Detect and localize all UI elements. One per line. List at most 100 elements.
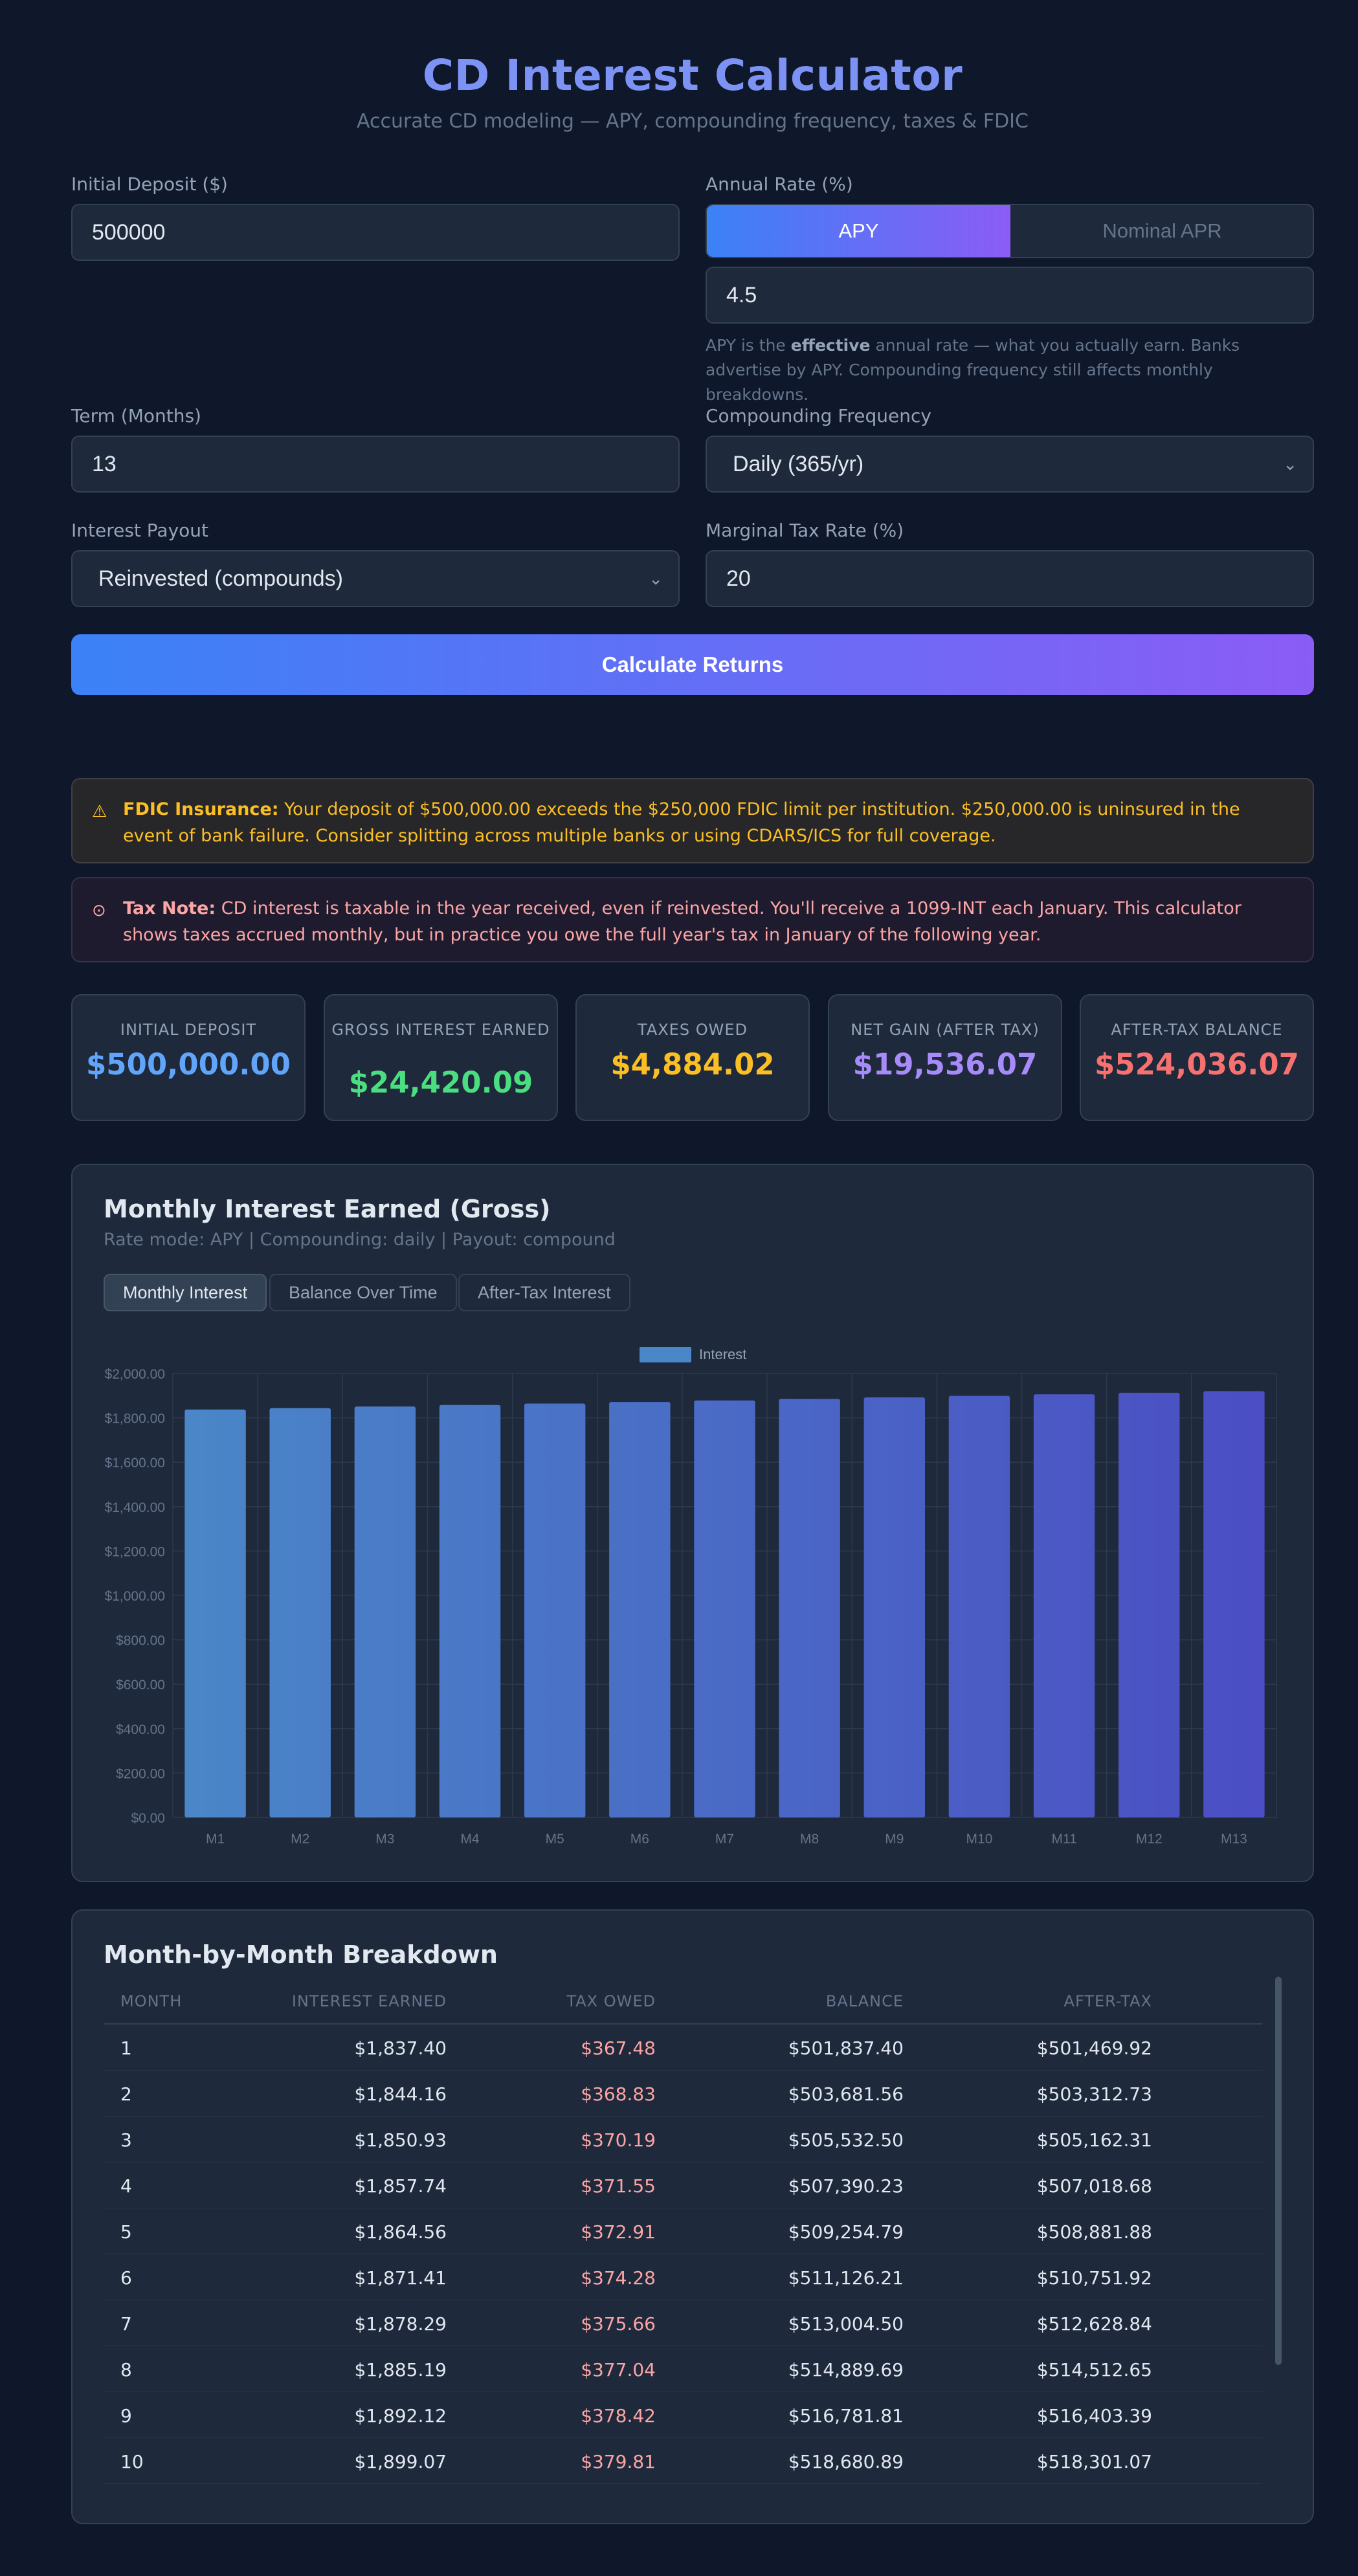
payout-select[interactable]: Reinvested (compounds) ⌄: [71, 550, 680, 607]
table-scrollbar[interactable]: [1275, 1977, 1282, 2365]
y-tick-label: $1,000.00: [105, 1589, 165, 1604]
cell-after-tax: $503,312.73: [1036, 2083, 1152, 2105]
term-input[interactable]: 13: [71, 436, 680, 493]
cell-interest: $1,878.29: [354, 2313, 447, 2335]
x-tick-label: M10: [966, 1832, 993, 1847]
stat-label: GROSS INTEREST EARNED: [331, 1021, 550, 1039]
x-tick-label: M9: [885, 1832, 904, 1847]
compounding-select[interactable]: Daily (365/yr) ⌄: [706, 436, 1314, 493]
calculate-button[interactable]: Calculate Returns: [71, 634, 1314, 695]
cell-month: 2: [120, 2083, 132, 2105]
breakdown-card: Month-by-Month Breakdown MONTH INTEREST …: [71, 1909, 1314, 2524]
bar: [524, 1403, 586, 1817]
y-tick-label: $1,200.00: [105, 1544, 165, 1559]
info-circle-icon: ⊙: [92, 901, 106, 920]
x-tick-label: M6: [630, 1832, 649, 1847]
initial-deposit-label: Initial Deposit ($): [71, 173, 228, 195]
x-tick-label: M12: [1136, 1832, 1163, 1847]
tax-rate-input[interactable]: 20: [706, 550, 1314, 607]
cell-interest: $1,892.12: [354, 2405, 447, 2426]
cell-after-tax: $505,162.31: [1036, 2129, 1152, 2151]
cell-interest: $1,844.16: [354, 2083, 447, 2105]
y-tick-label: $400.00: [116, 1722, 165, 1737]
stat-card-gross-interest: GROSS INTEREST EARNED $24,420.09: [324, 994, 558, 1121]
th-month: MONTH: [120, 1992, 183, 2010]
stat-value: $500,000.00: [86, 1047, 291, 1082]
x-tick-label: M3: [375, 1832, 394, 1847]
stat-label: NET GAIN (AFTER TAX): [851, 1021, 1040, 1039]
table-row: 9 $1,892.12 $378.42 $516,781.81 $516,403.39: [104, 2392, 1262, 2438]
rate-mode-apr-button[interactable]: Nominal APR: [1102, 219, 1222, 242]
cell-after-tax: $514,512.65: [1036, 2359, 1152, 2381]
legend-label: Interest: [699, 1346, 746, 1362]
bar: [779, 1399, 840, 1817]
bar: [1033, 1394, 1095, 1817]
y-tick-label: $800.00: [116, 1634, 165, 1649]
rate-mode-apy-button[interactable]: APY: [707, 205, 1010, 257]
cell-interest: $1,885.19: [354, 2359, 447, 2381]
fdic-alert: ⚠ FDIC Insurance: Your deposit of $500,0…: [71, 778, 1314, 863]
cell-tax: $368.83: [581, 2083, 656, 2105]
cell-after-tax: $510,751.92: [1036, 2267, 1152, 2289]
cell-balance: $513,004.50: [788, 2313, 904, 2335]
tab-balance-over-time[interactable]: Balance Over Time: [269, 1274, 457, 1311]
x-tick-label: M8: [800, 1832, 819, 1847]
stat-card-initial-deposit: INITIAL DEPOSIT $500,000.00: [71, 994, 306, 1121]
cell-month: 1: [120, 2037, 132, 2059]
chart-card: Monthly Interest Earned (Gross) Rate mod…: [71, 1164, 1314, 1882]
y-tick-label: $600.00: [116, 1678, 165, 1693]
x-tick-label: M7: [715, 1832, 734, 1847]
bar: [354, 1406, 416, 1817]
cell-month: 10: [120, 2451, 144, 2472]
fdic-alert-title: FDIC Insurance:: [123, 799, 279, 819]
cell-tax: $371.55: [581, 2175, 656, 2197]
cell-interest: $1,850.93: [354, 2129, 447, 2151]
monthly-interest-chart: $0.00 $200.00 $400.00 $600.00 $800.00 $1,000.…: [105, 1346, 1277, 1847]
x-tick-label: M2: [291, 1832, 309, 1847]
y-tick-label: $1,400.00: [105, 1500, 165, 1515]
y-tick-label: $200.00: [116, 1766, 165, 1781]
bar: [184, 1409, 246, 1817]
cell-tax: $375.66: [581, 2313, 656, 2335]
cell-month: 8: [120, 2359, 132, 2381]
th-interest: INTEREST EARNED: [291, 1992, 447, 2010]
cell-after-tax: $507,018.68: [1036, 2175, 1152, 2197]
cell-balance: $516,781.81: [788, 2405, 904, 2426]
x-tick-label: M1: [206, 1832, 225, 1847]
chart-title: Monthly Interest Earned (Gross): [104, 1195, 551, 1223]
legend-swatch: [640, 1347, 691, 1362]
x-tick-label: M5: [546, 1832, 564, 1847]
cell-after-tax: $508,881.88: [1036, 2221, 1152, 2243]
annual-rate-input[interactable]: 4.5: [706, 267, 1314, 324]
x-tick-label: M11: [1051, 1832, 1076, 1847]
stat-value: $4,884.02: [610, 1047, 775, 1082]
bar: [694, 1400, 755, 1817]
bar: [1203, 1391, 1265, 1817]
y-tick-label: $1,600.00: [105, 1456, 165, 1471]
cell-tax: $372.91: [581, 2221, 656, 2243]
payout-label: Interest Payout: [71, 520, 209, 541]
cell-month: 3: [120, 2129, 132, 2151]
apy-hint: APY is the effective annual rate — what …: [706, 336, 1240, 404]
table-row: 1 $1,837.40 $367.48 $501,837.40 $501,469.92: [104, 2025, 1262, 2071]
tab-monthly-interest[interactable]: Monthly Interest: [104, 1274, 267, 1311]
chart-subtitle: Rate mode: APY | Compounding: daily | Pa…: [104, 1230, 616, 1250]
tab-after-tax-interest[interactable]: After-Tax Interest: [458, 1274, 630, 1311]
cell-tax: $367.48: [581, 2037, 656, 2059]
compounding-label: Compounding Frequency: [706, 405, 931, 427]
initial-deposit-input[interactable]: 500000: [71, 204, 680, 261]
th-after-tax: AFTER-TAX: [1063, 1992, 1152, 2010]
chevron-down-icon: ⌄: [649, 569, 663, 588]
cell-interest: $1,871.41: [354, 2267, 447, 2289]
tax-alert-text: CD interest is taxable in the year recei…: [123, 898, 1241, 945]
stat-label: AFTER-TAX BALANCE: [1111, 1021, 1283, 1039]
cell-month: 7: [120, 2313, 132, 2335]
cell-interest: $1,899.07: [354, 2451, 447, 2472]
cell-tax: $378.42: [581, 2405, 656, 2426]
fdic-alert-text: Your deposit of $500,000.00 exceeds the …: [123, 799, 1240, 846]
stat-card-net-gain: NET GAIN (AFTER TAX) $19,536.07: [828, 994, 1062, 1121]
cell-month: 5: [120, 2221, 132, 2243]
chevron-down-icon: ⌄: [1283, 454, 1297, 474]
cell-balance: $507,390.23: [788, 2175, 904, 2197]
table-row: 2 $1,844.16 $368.83 $503,681.56 $503,312.73: [104, 2071, 1262, 2116]
